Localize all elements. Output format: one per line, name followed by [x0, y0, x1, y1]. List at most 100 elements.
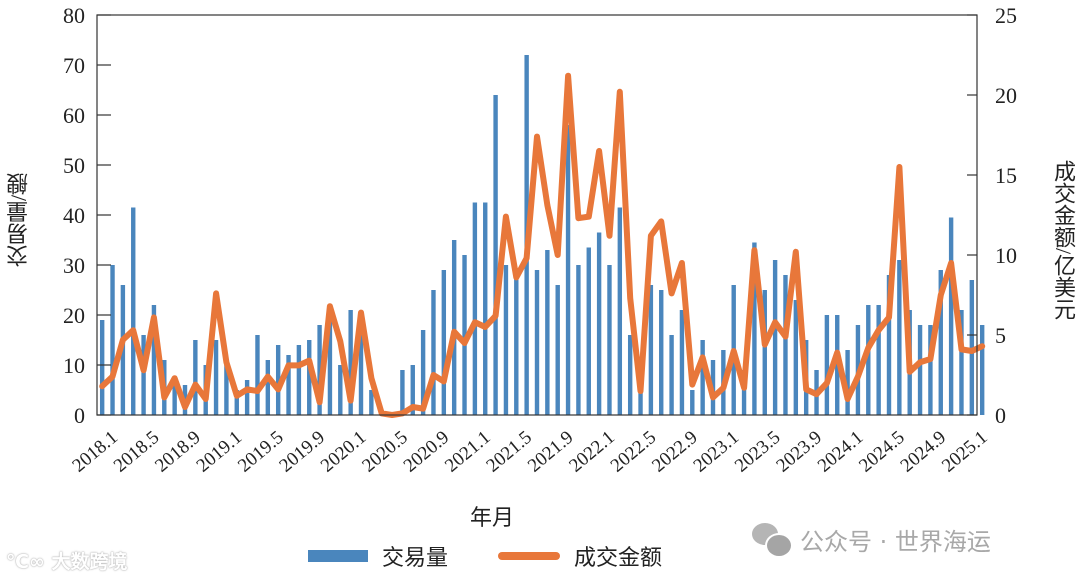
- bar: [110, 265, 115, 415]
- bar: [897, 260, 902, 415]
- x-tick-label: 2019.5: [234, 427, 288, 477]
- bar: [793, 300, 799, 415]
- bar: [534, 270, 540, 415]
- x-tick-label: 2023.1: [690, 427, 744, 477]
- y-tick-left: 30: [63, 253, 85, 278]
- bar: [224, 365, 229, 415]
- bar: [420, 330, 426, 415]
- legend-line-swatch-icon: [498, 552, 561, 560]
- bar: [296, 345, 302, 415]
- bar: [617, 207, 623, 415]
- watermark-right: 公众号 · 世界海运: [752, 522, 991, 558]
- bar: [472, 202, 478, 415]
- bar: [938, 270, 943, 415]
- bar: [441, 270, 447, 415]
- bar: [358, 315, 364, 415]
- bar: [752, 242, 757, 415]
- y-axis-left-label: 交易量/艘: [6, 172, 31, 268]
- bar: [607, 265, 612, 415]
- bar: [493, 95, 498, 415]
- bar: [576, 265, 581, 415]
- bar: [979, 325, 985, 415]
- x-tick-label: 2018.1: [68, 427, 122, 477]
- bar: [969, 280, 975, 415]
- bar: [172, 385, 177, 415]
- bar: [151, 305, 157, 415]
- x-tick-label: 2021.9: [524, 427, 578, 477]
- bar: [700, 340, 705, 415]
- bar: [762, 290, 767, 415]
- bar: [503, 265, 509, 415]
- x-tick-label: 2020.9: [400, 427, 454, 477]
- x-tick-label: 2018.9: [151, 427, 205, 477]
- bar: [400, 370, 405, 415]
- bar: [483, 202, 488, 415]
- bar: [866, 305, 871, 415]
- bar: [741, 370, 747, 415]
- bar: [545, 250, 550, 415]
- y-tick-left: 0: [74, 403, 85, 428]
- bar: [659, 290, 664, 415]
- legend-item-volume: 交易量: [308, 540, 448, 572]
- y-axis-right-label: 成交金额/亿美元: [1051, 159, 1076, 321]
- legend-bar-swatch-icon: [308, 550, 368, 562]
- bar: [307, 340, 312, 415]
- x-tick-label: 2022.9: [648, 427, 702, 477]
- x-tick-label: 2024.9: [897, 427, 951, 477]
- legend-label: 成交金额: [574, 545, 663, 570]
- bar: [327, 315, 333, 415]
- x-tick-label: 2024.5: [855, 427, 909, 477]
- x-tick-label: 2023.9: [772, 427, 826, 477]
- bar: [596, 232, 602, 415]
- bar: [369, 390, 374, 415]
- legend-label: 交易量: [382, 545, 449, 570]
- x-tick-label: 2020.1: [317, 427, 371, 477]
- bar: [948, 217, 954, 415]
- bar: [255, 335, 260, 415]
- y-tick-left: 70: [63, 53, 85, 78]
- bar: [193, 340, 198, 415]
- x-tick-label: 2019.1: [193, 427, 247, 477]
- watermark-left: ℃∞ 大数跨境: [6, 551, 128, 573]
- x-tick-label: 2025.1: [938, 427, 992, 477]
- y-tick-right: 5: [995, 323, 1006, 348]
- y-tick-left: 50: [63, 153, 85, 178]
- x-tick-label: 2023.5: [731, 427, 785, 477]
- x-tick-label: 2022.5: [607, 427, 661, 477]
- bar: [565, 125, 571, 415]
- bar: [514, 275, 519, 415]
- wechat-icon: [752, 522, 793, 558]
- x-tick-label: 2019.9: [275, 427, 329, 477]
- bar: [410, 365, 415, 415]
- bar: [679, 310, 685, 415]
- x-tick-label: 2021.1: [441, 427, 495, 477]
- bar: [348, 310, 353, 415]
- bar: [286, 355, 291, 415]
- bar: [876, 305, 881, 415]
- bar: [627, 335, 633, 415]
- bar: [783, 275, 788, 415]
- bar: [845, 350, 850, 415]
- bar: [772, 260, 778, 415]
- bar: [451, 240, 457, 415]
- x-tick-label: 2018.5: [110, 427, 164, 477]
- y-tick-right: 10: [995, 243, 1017, 268]
- bar: [586, 247, 591, 415]
- bar: [928, 325, 933, 415]
- bar: [234, 390, 239, 415]
- bar: [648, 285, 654, 415]
- bar: [99, 320, 105, 415]
- y-tick-right: 15: [995, 163, 1017, 188]
- amount-line: [99, 72, 986, 418]
- bar: [317, 325, 322, 415]
- logo-icon: ℃∞: [6, 551, 52, 573]
- bar: [462, 255, 467, 415]
- bar: [917, 325, 923, 415]
- bar: [275, 345, 281, 415]
- bar: [265, 360, 271, 415]
- y-tick-right: 25: [995, 3, 1017, 28]
- x-axis-label: 年月: [470, 505, 515, 530]
- bar: [431, 290, 436, 415]
- bar: [886, 275, 892, 415]
- bar: [690, 390, 695, 415]
